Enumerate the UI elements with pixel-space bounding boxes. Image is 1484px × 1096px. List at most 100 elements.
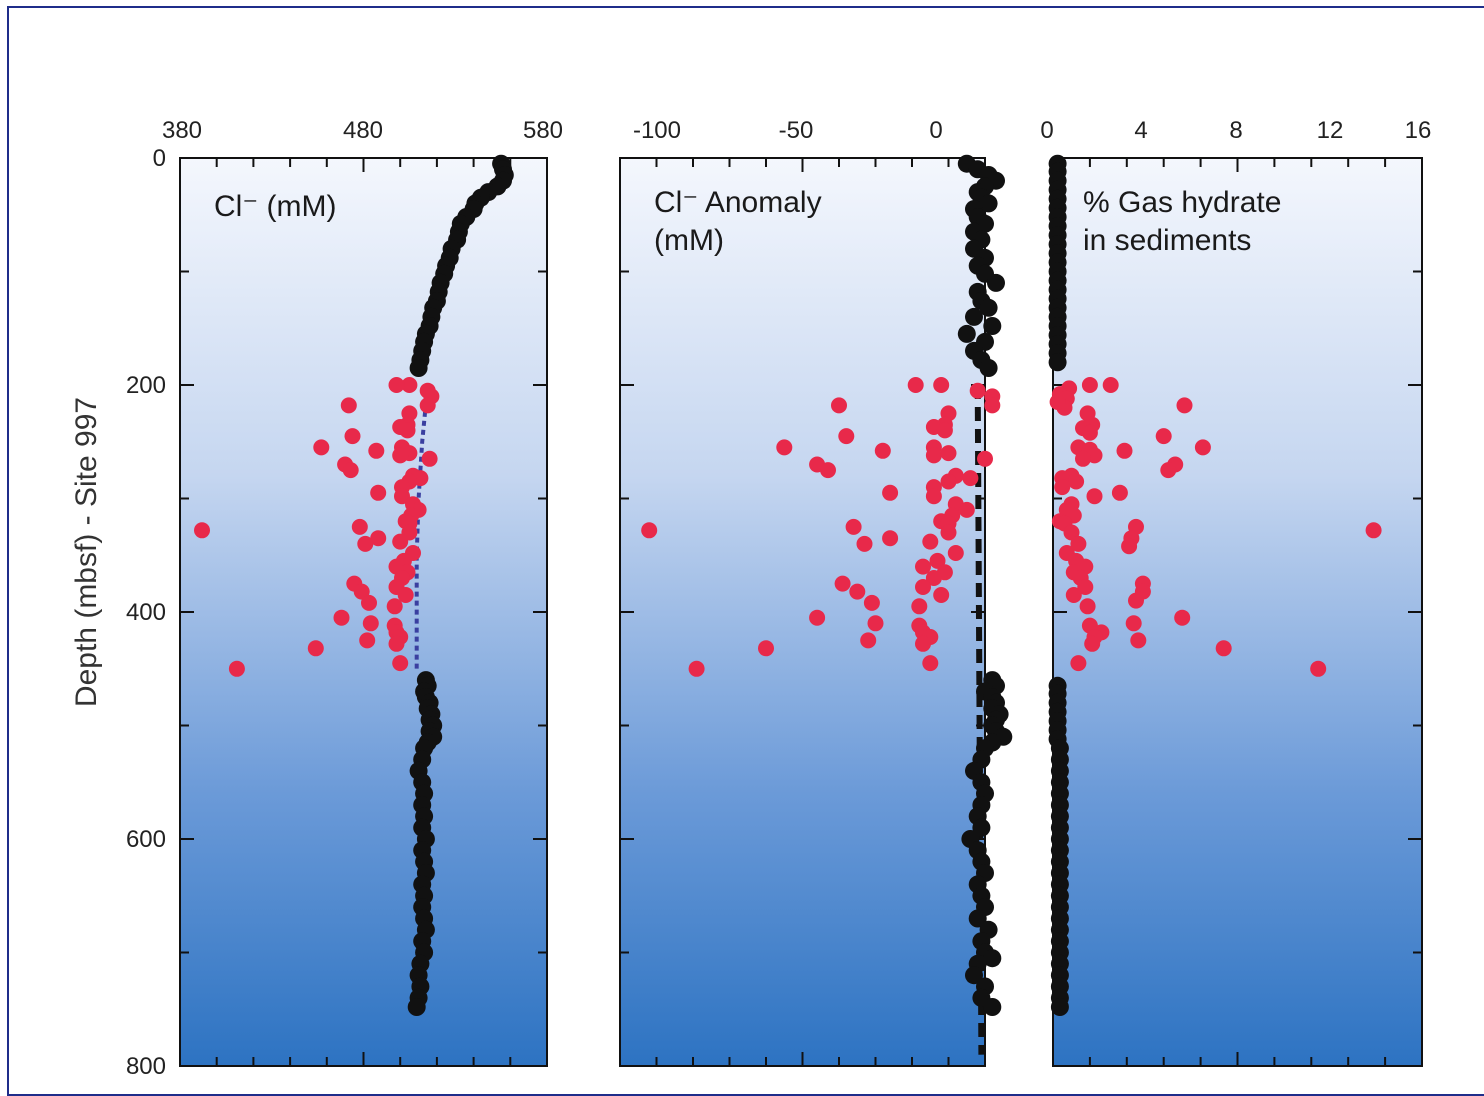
hydrate-point xyxy=(1070,535,1087,552)
hydrate-point xyxy=(353,583,370,600)
hydrate-point xyxy=(915,579,931,595)
hydrate-point xyxy=(392,533,409,550)
hydrate-point xyxy=(392,447,409,464)
hydrate-point xyxy=(947,545,964,561)
hydrate-point xyxy=(351,518,368,535)
x-tick-label: 0 xyxy=(929,117,942,144)
hydrate-point xyxy=(936,422,953,439)
x-tick-label: 16 xyxy=(1405,117,1432,144)
hydrate-point xyxy=(1160,462,1177,479)
hydrate-point xyxy=(340,397,357,414)
hydrate-point xyxy=(1176,397,1193,414)
hydrate-point xyxy=(194,522,210,539)
hydrate-point xyxy=(399,422,416,439)
panel-1-baseline xyxy=(414,384,430,669)
panel-3-frame xyxy=(1052,157,1423,1067)
hydrate-point xyxy=(357,535,374,552)
hydrate-point xyxy=(958,501,975,518)
hydrate-point xyxy=(940,524,957,541)
hydrate-point xyxy=(922,533,939,550)
hydrate-point xyxy=(834,575,851,592)
hydrate-point xyxy=(1128,592,1144,609)
hydrate-point xyxy=(1081,377,1098,393)
pore-water-point xyxy=(972,818,991,837)
hydrate-point xyxy=(361,594,377,611)
hydrate-point xyxy=(838,428,855,445)
x-tick-label: -50 xyxy=(779,117,814,144)
hydrate-point xyxy=(313,439,330,456)
panel-1-label: Cl⁻ (mM) xyxy=(214,190,336,223)
hydrate-point xyxy=(863,594,880,611)
x-tick-label: 4 xyxy=(1134,117,1147,144)
hydrate-point xyxy=(1155,428,1172,445)
hydrate-point xyxy=(1102,377,1119,393)
hydrate-point xyxy=(940,445,957,462)
hydrate-point xyxy=(809,609,826,626)
x-tick-label: -100 xyxy=(633,117,681,144)
hydrate-point xyxy=(907,377,924,393)
hydrate-point xyxy=(1116,442,1133,459)
hydrate-point xyxy=(874,442,891,459)
y-tick-label: 600 xyxy=(126,826,166,853)
hydrate-point xyxy=(1049,394,1066,410)
hydrate-point xyxy=(342,462,359,479)
hydrate-point xyxy=(688,660,705,677)
hydrate-point xyxy=(1075,450,1091,467)
x-tick-label: 380 xyxy=(162,117,202,144)
hydrate-point xyxy=(228,660,245,677)
hydrate-point xyxy=(1054,479,1071,496)
pore-water-point xyxy=(979,359,998,377)
hydrate-point xyxy=(1070,655,1087,672)
hydrate-point xyxy=(1125,615,1142,632)
hydrate-point xyxy=(929,552,946,569)
pore-water-point xyxy=(979,298,998,317)
hydrate-point xyxy=(820,462,836,479)
hydrate-point xyxy=(1081,424,1098,441)
hydrate-point xyxy=(419,397,436,414)
hydrate-point xyxy=(925,447,942,464)
hydrate-point xyxy=(1365,522,1382,539)
hydrate-point xyxy=(307,640,324,657)
pore-water-point xyxy=(407,998,426,1016)
hydrate-point xyxy=(388,635,405,652)
hydrate-point xyxy=(845,518,862,535)
hydrate-point xyxy=(368,442,385,459)
hydrate-point xyxy=(1121,538,1138,555)
pore-water-point xyxy=(957,324,976,343)
hydrate-point xyxy=(867,615,884,632)
pore-water-point xyxy=(979,194,998,213)
y-tick-label: 200 xyxy=(126,372,166,399)
hydrate-point xyxy=(1077,579,1094,595)
x-tick-label: 8 xyxy=(1229,117,1242,144)
hydrate-point xyxy=(969,382,986,399)
x-tick-label: 12 xyxy=(1317,117,1344,144)
hydrate-point xyxy=(359,632,376,649)
hydrate-point xyxy=(333,609,350,626)
pore-water-point xyxy=(965,307,983,326)
hydrate-point xyxy=(1086,488,1103,505)
hydrate-point xyxy=(370,484,387,501)
hydrate-point xyxy=(915,558,931,575)
hydrate-point xyxy=(641,522,658,539)
hydrate-point xyxy=(776,439,793,456)
x-tick-label: 0 xyxy=(1040,117,1053,144)
panel-3-label: in sediments xyxy=(1083,224,1251,257)
hydrate-point xyxy=(962,470,979,487)
hydrate-point xyxy=(1215,640,1232,657)
y-tick-label: 400 xyxy=(126,599,166,626)
y-axis-title: Depth (mbsf) - Site 997 xyxy=(70,397,103,707)
hydrate-point xyxy=(882,484,899,501)
pore-water-point xyxy=(968,909,987,928)
hydrate-point xyxy=(1084,635,1101,652)
hydrate-point xyxy=(1310,660,1327,677)
hydrate-point xyxy=(401,377,418,393)
hydrate-point xyxy=(933,377,950,393)
hydrate-point xyxy=(397,587,414,603)
hydrate-point xyxy=(831,397,847,414)
panel-3-label: % Gas hydrate xyxy=(1083,186,1281,219)
hydrate-point xyxy=(1174,609,1191,626)
panel-2-frame xyxy=(619,157,986,1067)
hydrate-point xyxy=(1065,587,1082,603)
y-tick-label: 800 xyxy=(126,1053,166,1080)
